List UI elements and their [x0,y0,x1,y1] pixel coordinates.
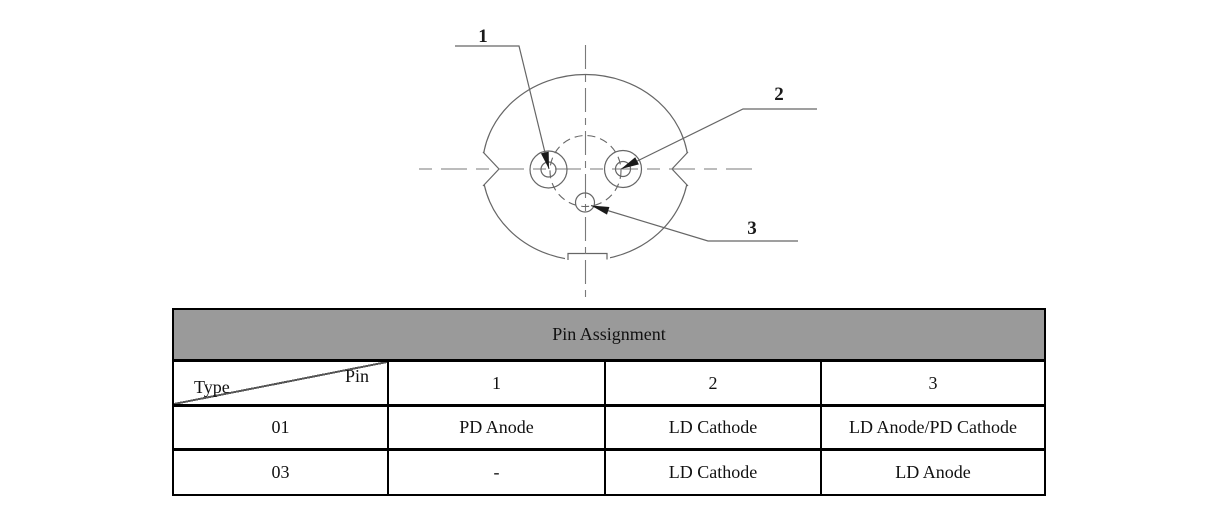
table-header-row: Type Pin 1 2 3 [174,362,1044,407]
bottom-tab [567,252,608,260]
bottom-tab-mask [565,249,610,263]
callout-3-label: 3 [747,218,757,239]
arrowhead-3-icon [591,205,610,215]
column-header-pin-3: 3 [928,372,938,393]
pin2-value-cell: LD Cathode [606,451,822,494]
pin3-value-cell: LD Anode/PD Cathode [849,417,1017,437]
leader-line-2 [620,108,817,170]
callout-2-label: 2 [774,84,784,105]
pin3-value-cell: LD Anode [895,462,971,482]
pin1-value-cell: - [389,451,606,494]
leader-line-1 [455,45,550,170]
pin1-value-cell: PD Anode [389,407,606,448]
table-title: Pin Assignment [552,324,666,344]
arrowhead-1-icon [540,151,549,169]
pin2-value-cell: LD Cathode [606,407,822,448]
pin-assignment-table: Pin Assignment Type Pin 1 2 3 01 PD Anod… [172,308,1046,496]
table-row: 03 - LD Cathode LD Anode [174,451,1044,494]
pin-2 [603,149,643,189]
table-title-row: Pin Assignment [174,310,1044,362]
type-cell: 03 [174,451,389,494]
pin-3 [574,192,596,213]
column-header-pin-2: 2 [606,362,822,404]
callout-1-label: 1 [478,26,488,47]
pin-circle-dashed [549,134,622,208]
table-row: 01 PD Anode LD Cathode LD Anode/PD Catho… [174,407,1044,451]
type-cell: 01 [174,407,389,448]
column-header-pin-1: 1 [389,362,606,404]
corner-col-axis-label: Pin [344,366,369,386]
corner-row-axis-label: Type [194,377,230,397]
leader-line-3 [590,204,798,242]
arrowhead-2-icon [621,157,639,169]
left-notch-mask [478,148,502,190]
corner-cell: Type Pin [174,362,389,404]
